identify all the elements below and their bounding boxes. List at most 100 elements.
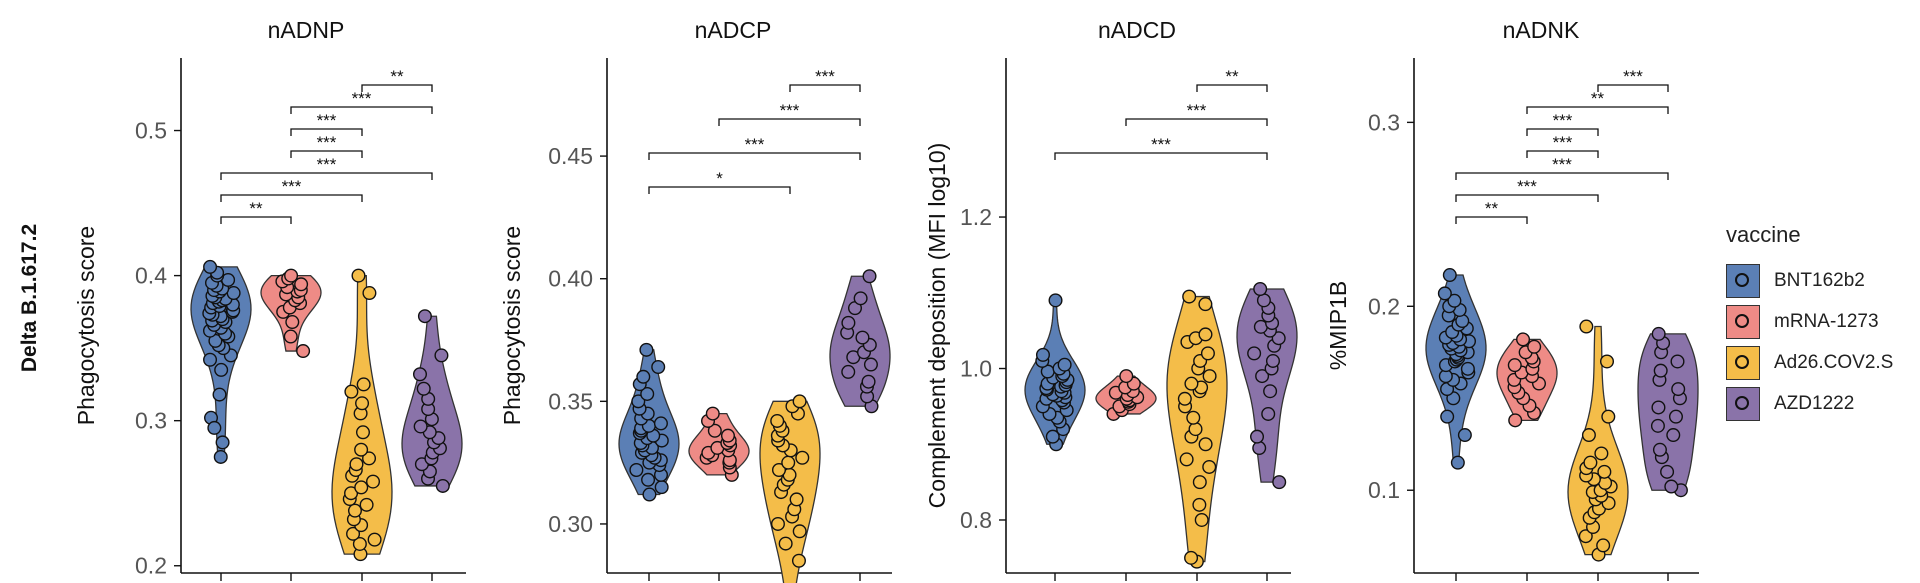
data-point — [1250, 429, 1265, 444]
panel-nadcd: nADCD Complement deposition (MFI log10) 0.… — [924, 17, 1298, 581]
y-tick-label: 0.2 — [135, 553, 167, 579]
significance-label: *** — [1623, 67, 1643, 86]
data-point — [349, 457, 364, 472]
significance-label: *** — [352, 89, 372, 108]
significance-label: *** — [317, 133, 337, 152]
significance-bracket — [1455, 172, 1669, 180]
data-point — [434, 348, 449, 363]
significance-label: *** — [1553, 111, 1573, 130]
data-point — [367, 532, 382, 547]
data-point — [855, 330, 870, 345]
data-point — [770, 413, 785, 428]
significance-label: *** — [1553, 133, 1573, 152]
significance-label: * — [716, 169, 723, 188]
data-point — [1652, 442, 1667, 457]
data-point — [1666, 428, 1681, 443]
y-axis-label: %MIP1B — [1325, 281, 1351, 370]
data-point — [1200, 346, 1215, 361]
data-point — [1650, 418, 1665, 433]
legend-item-azd1222: AZD1222 — [1726, 383, 1916, 424]
significance-bracket — [1054, 152, 1268, 160]
y-tick-label: 1.2 — [960, 204, 992, 230]
data-point — [1265, 353, 1280, 368]
data-point — [412, 367, 427, 382]
data-point — [1596, 538, 1611, 553]
data-point — [1255, 369, 1270, 384]
significance-bracket — [1455, 194, 1599, 202]
data-point — [355, 425, 370, 440]
data-point — [791, 553, 806, 568]
y-tick-label: 0.30 — [548, 511, 593, 537]
data-point — [1527, 339, 1542, 354]
data-point — [707, 423, 722, 438]
data-point — [841, 364, 856, 379]
data-point — [1450, 455, 1465, 470]
significance-label: ** — [390, 67, 404, 86]
data-point — [792, 524, 807, 539]
legend-item-ad26: Ad26.COV2.S — [1726, 342, 1916, 383]
y-tick-label: 0.3 — [135, 408, 167, 434]
data-point — [1651, 400, 1666, 415]
data-point — [1601, 409, 1616, 424]
legend-item-mrna-1273: mRNA-1273 — [1726, 301, 1916, 342]
data-point — [781, 455, 796, 470]
legend-label: BNT162b2 — [1774, 269, 1865, 291]
data-point — [1198, 437, 1213, 452]
data-point — [1447, 293, 1462, 308]
data-point — [641, 472, 656, 487]
legend-key-ad26 — [1726, 345, 1760, 380]
significance-bracket — [361, 84, 433, 92]
y-tick-label: 0.4 — [135, 263, 167, 289]
data-point — [653, 416, 668, 431]
significance-bracket — [1125, 118, 1268, 126]
data-point — [640, 386, 655, 401]
significance-bracket — [1526, 150, 1599, 158]
y-tick-label: 0.5 — [135, 118, 167, 144]
data-point — [1508, 413, 1523, 428]
data-point — [284, 268, 299, 283]
y-tick-label: 0.8 — [960, 507, 992, 533]
data-point — [651, 360, 666, 375]
data-point — [354, 480, 369, 495]
significance-bracket — [1526, 128, 1599, 136]
data-point — [294, 277, 309, 292]
significance-label: ** — [1591, 89, 1605, 108]
y-tick-label: 0.45 — [548, 143, 593, 169]
data-point — [771, 463, 786, 478]
data-point — [207, 420, 222, 435]
data-point — [1440, 409, 1455, 424]
data-point — [1247, 346, 1262, 361]
data-point — [203, 352, 218, 367]
data-point — [356, 377, 371, 392]
data-point — [1192, 475, 1207, 490]
significance-bracket — [220, 194, 363, 202]
significance-label: *** — [317, 155, 337, 174]
panel-nadcp: nADCP Phagocytosis score 0.30 0.35 0.40 0.45 *… — [499, 17, 892, 583]
data-point — [214, 362, 229, 377]
data-point — [1671, 382, 1686, 397]
data-point — [1263, 384, 1278, 399]
y-tick-label: 0.40 — [548, 266, 593, 292]
data-point — [1581, 428, 1596, 443]
significance-label: *** — [317, 111, 337, 130]
data-point — [1442, 268, 1457, 283]
data-point — [853, 291, 868, 306]
legend-label: Ad26.COV2.S — [1774, 351, 1894, 373]
data-point — [639, 342, 654, 357]
significance-label: *** — [745, 135, 765, 154]
panel-title: nADNK — [1503, 17, 1580, 43]
data-point — [1460, 361, 1475, 376]
significance-bracket — [789, 84, 861, 92]
data-point — [359, 497, 374, 512]
significance-bracket — [290, 128, 363, 136]
significance-label: *** — [1187, 101, 1207, 120]
panel-title: nADCD — [1098, 17, 1176, 43]
y-tick-label: 0.2 — [1368, 293, 1400, 319]
data-point — [778, 536, 793, 551]
data-point — [1045, 429, 1060, 444]
data-point — [1578, 529, 1593, 544]
y-tick-label: 0.35 — [548, 388, 593, 414]
significance-label: *** — [1552, 155, 1572, 174]
data-point — [355, 396, 370, 411]
data-point — [285, 315, 300, 330]
